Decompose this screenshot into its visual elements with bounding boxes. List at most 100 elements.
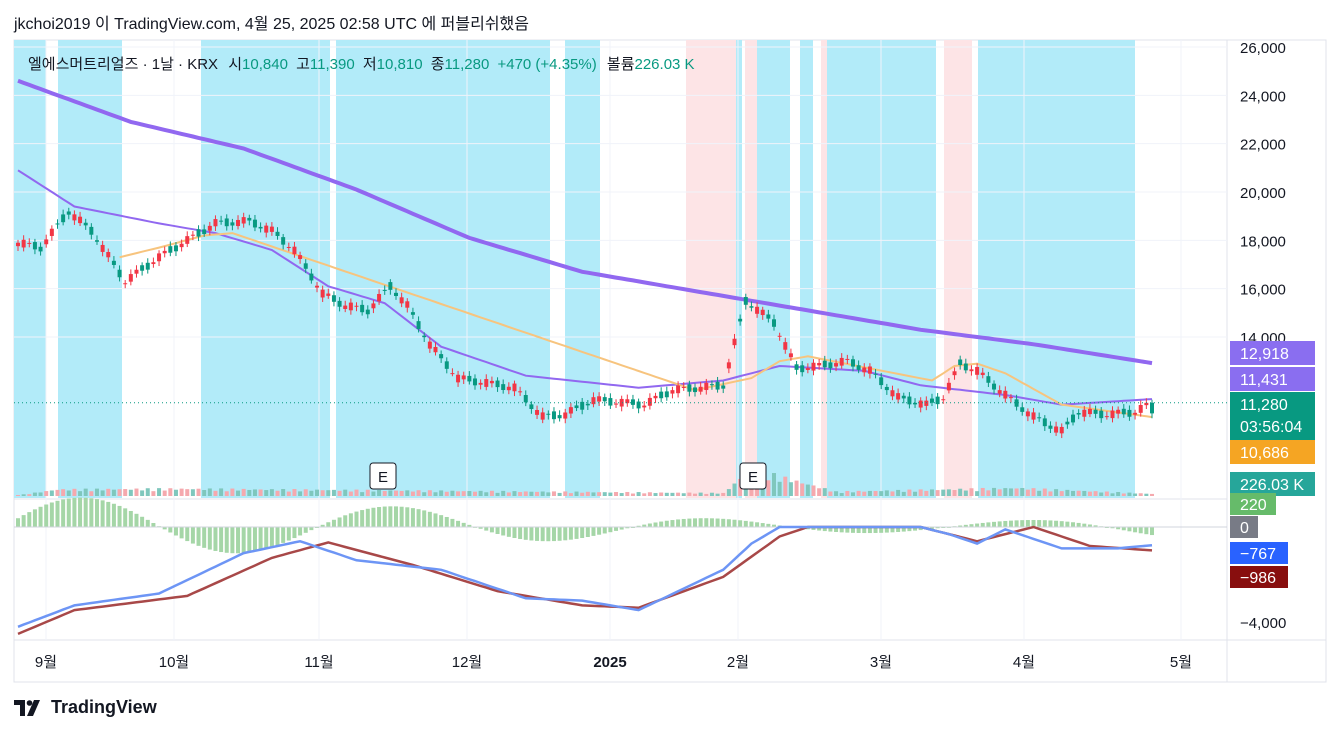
macd-histogram-bar bbox=[16, 518, 20, 527]
macd-histogram-bar bbox=[602, 527, 607, 534]
macd-histogram-bar bbox=[269, 527, 274, 548]
candle-body bbox=[439, 354, 444, 359]
candle-body bbox=[422, 335, 427, 338]
macd-histogram-bar bbox=[168, 527, 173, 533]
legend-volume: 226.03 K bbox=[634, 56, 695, 73]
volume-bar bbox=[478, 490, 483, 496]
price-axis-tick: 20,000 bbox=[1240, 185, 1286, 202]
macd-histogram-bar bbox=[822, 527, 827, 532]
volume-bar bbox=[1065, 489, 1070, 496]
price-badge bbox=[1230, 341, 1315, 365]
macd-histogram-bar bbox=[230, 527, 235, 554]
candle-body bbox=[726, 362, 731, 369]
candle-body bbox=[269, 226, 274, 232]
candle-body bbox=[850, 359, 855, 367]
candle-body bbox=[540, 412, 545, 420]
macd-histogram-bar bbox=[879, 527, 884, 533]
candle-body bbox=[360, 304, 365, 313]
volume-bar bbox=[16, 495, 20, 496]
price-axis-tick: 22,000 bbox=[1240, 137, 1286, 154]
macd-histogram-bar bbox=[546, 527, 551, 542]
macd-histogram-bar bbox=[884, 527, 889, 533]
legend-symbol[interactable]: 엘에스머트리얼즈 · 1날 · KRX bbox=[28, 56, 219, 73]
volume-bar bbox=[614, 492, 619, 496]
volume-bar bbox=[630, 493, 635, 496]
candle-body bbox=[918, 400, 923, 408]
macd-histogram-bar bbox=[687, 518, 692, 527]
macd-histogram-bar bbox=[275, 527, 280, 546]
candle-body bbox=[461, 375, 466, 380]
volume-bar bbox=[123, 489, 128, 496]
volume-bar bbox=[958, 488, 963, 496]
macd-histogram-bar bbox=[140, 516, 145, 527]
volume-bar bbox=[315, 489, 320, 496]
volume-bar bbox=[975, 491, 980, 496]
candle-body bbox=[49, 228, 54, 236]
time-axis-label: 2월 bbox=[727, 654, 749, 671]
macd-histogram-bar bbox=[83, 497, 88, 527]
candle-body bbox=[145, 262, 150, 270]
candle-body bbox=[1054, 426, 1059, 433]
volume-bar bbox=[360, 492, 365, 496]
volume-bar bbox=[258, 489, 263, 496]
macd-histogram-bar bbox=[980, 522, 985, 527]
author-name[interactable]: jkchoi2019 bbox=[14, 16, 91, 33]
macd-histogram-bar bbox=[738, 520, 743, 527]
macd-histogram-bar bbox=[901, 527, 906, 532]
macd-histogram-bar bbox=[27, 512, 32, 527]
macd-histogram-bar bbox=[1025, 520, 1030, 527]
macd-histogram-bar bbox=[535, 527, 540, 541]
price-badge-text: 11,431 bbox=[1240, 372, 1288, 389]
macd-badge-text: −986 bbox=[1240, 570, 1276, 587]
candle-body bbox=[619, 398, 624, 407]
volume-bar bbox=[822, 488, 827, 496]
volume-bar bbox=[365, 489, 370, 496]
macd-histogram-bar bbox=[337, 517, 342, 527]
volume-bar bbox=[715, 493, 720, 496]
candle-body bbox=[743, 296, 748, 305]
macd-histogram-bar bbox=[1076, 522, 1081, 527]
publish-date: 4월 25, 2025 02:58 UTC bbox=[244, 16, 418, 33]
candle-body bbox=[61, 214, 66, 223]
volume-bar bbox=[963, 490, 968, 496]
volume-bar bbox=[416, 490, 421, 496]
candle-body bbox=[811, 362, 816, 371]
price-badge bbox=[1230, 392, 1315, 440]
volume-bar bbox=[591, 492, 596, 496]
macd-histogram-bar bbox=[963, 524, 968, 527]
macd-histogram-bar bbox=[1054, 520, 1059, 527]
volume-bar bbox=[929, 489, 934, 496]
macd-histogram-bar bbox=[732, 519, 737, 527]
candle-body bbox=[551, 411, 556, 420]
macd-histogram-bar bbox=[145, 519, 150, 527]
legend-change: +470 (+4.35%) bbox=[497, 56, 597, 73]
macd-histogram-bar bbox=[1071, 522, 1076, 527]
volume-bar bbox=[66, 490, 71, 496]
candle-body bbox=[224, 218, 229, 227]
macd-histogram-bar bbox=[1110, 527, 1115, 529]
macd-histogram-bar bbox=[1127, 527, 1132, 532]
candle-body bbox=[867, 366, 872, 374]
macd-histogram-bar bbox=[224, 527, 229, 553]
candle-body bbox=[128, 274, 133, 282]
macd-histogram-bar bbox=[755, 522, 760, 527]
candle-body bbox=[574, 405, 579, 409]
candle-body bbox=[416, 321, 421, 329]
candle-body bbox=[834, 363, 839, 367]
tradingview-logo[interactable]: TradingView bbox=[14, 697, 157, 718]
candle-body bbox=[179, 243, 184, 248]
volume-bar bbox=[918, 489, 923, 496]
volume-bar bbox=[196, 488, 201, 496]
legend-low-label: 저 bbox=[362, 56, 377, 73]
macd-histogram-bar bbox=[213, 527, 218, 551]
macd-badge-text: 0 bbox=[1240, 520, 1249, 537]
candle-body bbox=[788, 353, 793, 358]
volume-bar bbox=[580, 492, 585, 496]
volume-bar bbox=[800, 483, 805, 496]
macd-histogram-bar bbox=[394, 506, 398, 527]
candle-body bbox=[980, 372, 985, 376]
volume-bar bbox=[952, 490, 957, 496]
candle-body bbox=[664, 391, 669, 398]
volume-bar bbox=[252, 489, 257, 496]
